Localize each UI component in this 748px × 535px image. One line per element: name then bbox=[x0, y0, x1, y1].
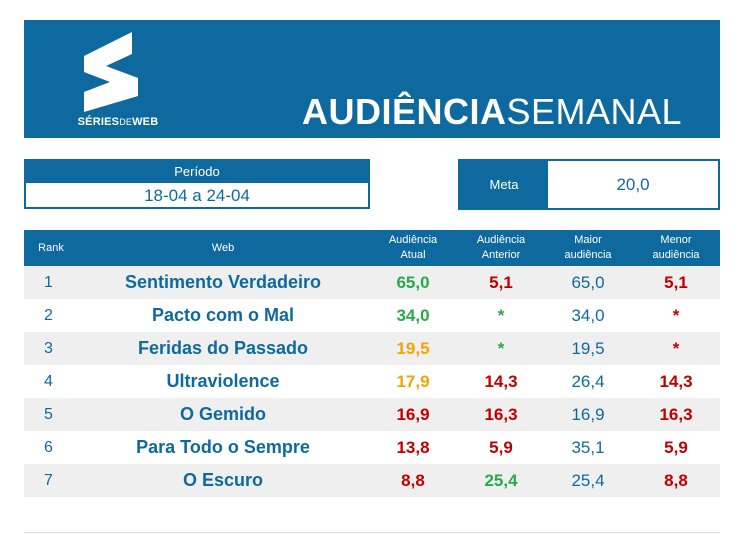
cell-web: O Escuro bbox=[78, 464, 368, 497]
meta-label: Meta bbox=[460, 161, 548, 208]
cell-menor: 8,8 bbox=[632, 464, 720, 497]
col-header-menor-line2: audiência bbox=[652, 249, 700, 261]
cell-anterior: 5,9 bbox=[458, 431, 544, 464]
periodo-box: Período 18-04 a 24-04 bbox=[24, 159, 370, 209]
table-row: 7 O Escuro 8,8 25,4 25,4 8,8 bbox=[24, 464, 720, 497]
col-header-atual: Audiência Atual bbox=[368, 230, 458, 266]
cell-rank: 6 bbox=[24, 431, 78, 464]
cell-atual: 8,8 bbox=[368, 464, 458, 497]
cell-atual: 65,0 bbox=[368, 266, 458, 299]
table-row: 4 Ultraviolence 17,9 14,3 26,4 14,3 bbox=[24, 365, 720, 398]
cell-anterior: 14,3 bbox=[458, 365, 544, 398]
cell-anterior: * bbox=[458, 299, 544, 332]
table-body: 1 Sentimento Verdadeiro 65,0 5,1 65,0 5,… bbox=[24, 266, 720, 497]
cell-menor: 5,9 bbox=[632, 431, 720, 464]
col-header-menor: Menor audiência bbox=[632, 230, 720, 266]
cell-menor: * bbox=[632, 299, 720, 332]
meta-box: Meta 20,0 bbox=[458, 159, 720, 210]
brand-wordmark-de: DE bbox=[119, 117, 133, 127]
cell-rank: 7 bbox=[24, 464, 78, 497]
cell-anterior: * bbox=[458, 332, 544, 365]
table-row: 5 O Gemido 16,9 16,3 16,9 16,3 bbox=[24, 398, 720, 431]
cell-anterior: 5,1 bbox=[458, 266, 544, 299]
brand-wordmark-main: SÉRIES bbox=[77, 116, 120, 128]
header-banner: SÉRIESDEWEB AUDIÊNCIASEMANAL bbox=[24, 20, 720, 138]
cell-menor: 5,1 bbox=[632, 266, 720, 299]
page-title-normal: SEMANAL bbox=[506, 91, 683, 132]
cell-atual: 13,8 bbox=[368, 431, 458, 464]
col-header-maior-line1: Maior bbox=[574, 234, 602, 246]
cell-menor: * bbox=[632, 332, 720, 365]
divider bbox=[24, 532, 720, 533]
cell-rank: 3 bbox=[24, 332, 78, 365]
cell-rank: 1 bbox=[24, 266, 78, 299]
col-header-rank: Rank bbox=[24, 230, 78, 266]
cell-anterior: 16,3 bbox=[458, 398, 544, 431]
table-row: 3 Feridas do Passado 19,5 * 19,5 * bbox=[24, 332, 720, 365]
cell-menor: 14,3 bbox=[632, 365, 720, 398]
periodo-value: 18-04 a 24-04 bbox=[144, 186, 250, 205]
cell-atual: 19,5 bbox=[368, 332, 458, 365]
brand-logo: SÉRIESDEWEB bbox=[68, 32, 168, 132]
table-row: 2 Pacto com o Mal 34,0 * 34,0 * bbox=[24, 299, 720, 332]
cell-menor: 16,3 bbox=[632, 398, 720, 431]
cell-maior: 19,5 bbox=[544, 332, 632, 365]
col-header-anterior: Audiência Anterior bbox=[458, 230, 544, 266]
cell-anterior: 25,4 bbox=[458, 464, 544, 497]
cell-atual: 17,9 bbox=[368, 365, 458, 398]
table-header-row: Rank Web Audiência Atual Audiência Anterio… bbox=[24, 230, 720, 266]
s-logo-icon bbox=[84, 32, 138, 112]
cell-atual: 34,0 bbox=[368, 299, 458, 332]
col-header-anterior-line1: Audiência bbox=[476, 234, 526, 246]
ranking-table: Rank Web Audiência Atual Audiência Anterio… bbox=[24, 230, 720, 497]
cell-web: Feridas do Passado bbox=[78, 332, 368, 365]
meta-value: 20,0 bbox=[616, 174, 650, 194]
col-header-atual-line1: Audiência bbox=[388, 234, 438, 246]
brand-wordmark: SÉRIESDEWEB bbox=[68, 116, 168, 128]
cell-web: Ultraviolence bbox=[78, 365, 368, 398]
col-header-menor-line1: Menor bbox=[660, 234, 692, 246]
col-header-anterior-line2: Anterior bbox=[481, 249, 521, 261]
cell-rank: 4 bbox=[24, 365, 78, 398]
page-title-bold: AUDIÊNCIA bbox=[302, 91, 507, 132]
table-row: 6 Para Todo o Sempre 13,8 5,9 35,1 5,9 bbox=[24, 431, 720, 464]
cell-web: Sentimento Verdadeiro bbox=[78, 266, 368, 299]
cell-maior: 65,0 bbox=[544, 266, 632, 299]
col-header-maior-line2: audiência bbox=[564, 249, 612, 261]
cell-web: Pacto com o Mal bbox=[78, 299, 368, 332]
cell-maior: 16,9 bbox=[544, 398, 632, 431]
page-title: AUDIÊNCIASEMANAL bbox=[302, 92, 682, 132]
cell-rank: 5 bbox=[24, 398, 78, 431]
cell-rank: 2 bbox=[24, 299, 78, 332]
cell-web: Para Todo o Sempre bbox=[78, 431, 368, 464]
cell-web: O Gemido bbox=[78, 398, 368, 431]
cell-maior: 35,1 bbox=[544, 431, 632, 464]
cell-maior: 26,4 bbox=[544, 365, 632, 398]
col-header-maior: Maior audiência bbox=[544, 230, 632, 266]
col-header-web: Web bbox=[78, 230, 368, 266]
cell-maior: 34,0 bbox=[544, 299, 632, 332]
table-row: 1 Sentimento Verdadeiro 65,0 5,1 65,0 5,… bbox=[24, 266, 720, 299]
cell-maior: 25,4 bbox=[544, 464, 632, 497]
brand-wordmark-end: WEB bbox=[132, 116, 159, 128]
periodo-label: Período bbox=[26, 161, 368, 183]
cell-atual: 16,9 bbox=[368, 398, 458, 431]
col-header-atual-line2: Atual bbox=[400, 249, 426, 261]
